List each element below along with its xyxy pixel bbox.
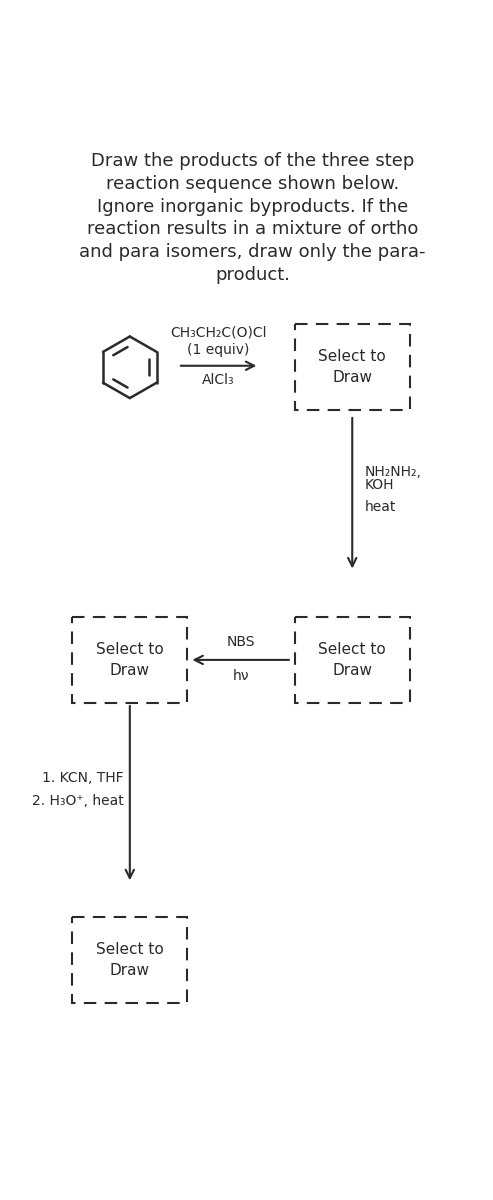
Text: CH₃CH₂C(O)Cl
(1 equiv): CH₃CH₂C(O)Cl (1 equiv) — [170, 325, 267, 356]
Text: heat: heat — [365, 500, 396, 514]
Text: hν: hν — [232, 670, 249, 683]
Text: NBS: NBS — [226, 635, 255, 649]
Text: Select to
Draw: Select to Draw — [318, 642, 386, 678]
Text: Draw the products of the three step
reaction sequence shown below.
Ignore inorga: Draw the products of the three step reac… — [79, 151, 426, 284]
Text: AlCl₃: AlCl₃ — [202, 373, 235, 388]
Bar — [295, 324, 410, 410]
Text: 2. H₃O⁺, heat: 2. H₃O⁺, heat — [32, 794, 124, 808]
Text: NH₂NH₂,: NH₂NH₂, — [365, 464, 422, 479]
Bar — [72, 617, 187, 703]
Text: 1. KCN, THF: 1. KCN, THF — [42, 770, 124, 785]
Text: KOH: KOH — [365, 479, 394, 492]
Text: Select to
Draw: Select to Draw — [96, 942, 164, 978]
Text: Select to
Draw: Select to Draw — [318, 349, 386, 385]
Bar — [295, 617, 410, 703]
Bar — [72, 917, 187, 1003]
Text: Select to
Draw: Select to Draw — [96, 642, 164, 678]
